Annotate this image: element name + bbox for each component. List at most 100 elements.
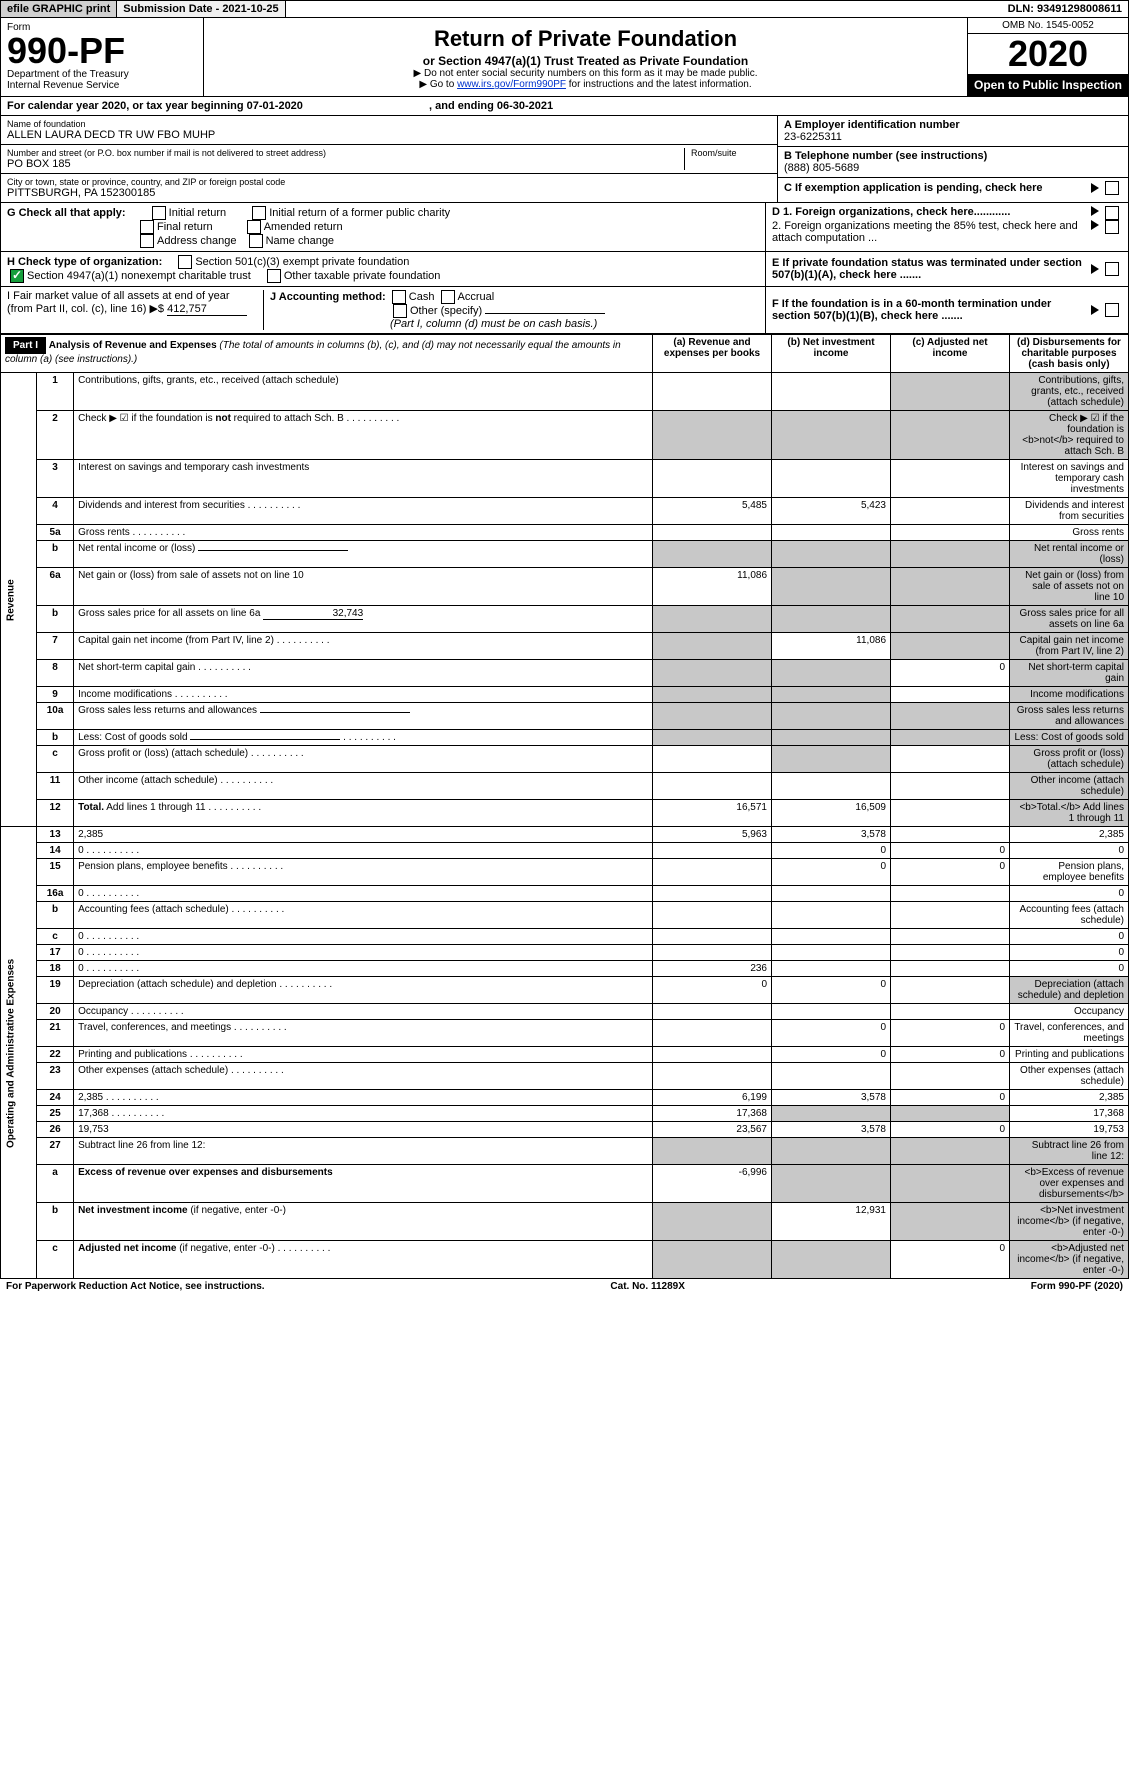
c-label: C If exemption application is pending, c… bbox=[784, 182, 1088, 194]
cell-b: 3,578 bbox=[772, 1122, 891, 1138]
table-row: 19Depreciation (attach schedule) and dep… bbox=[1, 977, 1129, 1004]
table-row: cAdjusted net income (if negative, enter… bbox=[1, 1241, 1129, 1279]
line-desc: Gross sales less returns and allowances bbox=[74, 703, 653, 730]
foundation-name: ALLEN LAURA DECD TR UW FBO MUHP bbox=[7, 129, 771, 141]
g-amended-checkbox[interactable] bbox=[247, 220, 261, 234]
j-other-checkbox[interactable] bbox=[393, 304, 407, 318]
j-accrual-checkbox[interactable] bbox=[441, 290, 455, 304]
cell-a bbox=[653, 1203, 772, 1241]
line-desc: Accounting fees (attach schedule) bbox=[74, 902, 653, 929]
g-initial-checkbox[interactable] bbox=[152, 206, 166, 220]
e-checkbox[interactable] bbox=[1105, 262, 1119, 276]
line-no: b bbox=[37, 1203, 74, 1241]
table-row: 15Pension plans, employee benefits00Pens… bbox=[1, 859, 1129, 886]
line-desc: Subtract line 26 from line 12: bbox=[74, 1138, 653, 1165]
cell-b bbox=[772, 606, 891, 633]
cell-a: 5,485 bbox=[653, 498, 772, 525]
cell-a bbox=[653, 633, 772, 660]
line-no: 20 bbox=[37, 1004, 74, 1020]
line-desc: Contributions, gifts, grants, etc., rece… bbox=[74, 373, 653, 411]
cell-b: 3,578 bbox=[772, 827, 891, 843]
cell-c bbox=[891, 1165, 1010, 1203]
cell-a bbox=[653, 773, 772, 800]
cell-d: <b>Excess of revenue over expenses and d… bbox=[1010, 1165, 1129, 1203]
g-final-checkbox[interactable] bbox=[140, 220, 154, 234]
j-cash-checkbox[interactable] bbox=[392, 290, 406, 304]
cell-c bbox=[891, 373, 1010, 411]
cell-a bbox=[653, 1020, 772, 1047]
cell-c bbox=[891, 606, 1010, 633]
table-row: bLess: Cost of goods sold Less: Cost of … bbox=[1, 730, 1129, 746]
g-address-checkbox[interactable] bbox=[140, 234, 154, 248]
cell-b bbox=[772, 746, 891, 773]
cell-d: Income modifications bbox=[1010, 687, 1129, 703]
cell-d: Other income (attach schedule) bbox=[1010, 773, 1129, 800]
col-d: (d) Disbursements for charitable purpose… bbox=[1010, 335, 1129, 373]
line-no: 21 bbox=[37, 1020, 74, 1047]
cell-c bbox=[891, 1063, 1010, 1090]
line-desc: 2,385 bbox=[74, 1090, 653, 1106]
line-no: 14 bbox=[37, 843, 74, 859]
cell-a bbox=[653, 929, 772, 945]
city-val: PITTSBURGH, PA 152300185 bbox=[7, 187, 771, 199]
line-no: c bbox=[37, 1241, 74, 1279]
line-no: 19 bbox=[37, 977, 74, 1004]
line-desc: Printing and publications bbox=[74, 1047, 653, 1063]
form-link[interactable]: www.irs.gov/Form990PF bbox=[457, 79, 566, 90]
cell-c bbox=[891, 1203, 1010, 1241]
g-initial-former-checkbox[interactable] bbox=[252, 206, 266, 220]
line-desc: Other expenses (attach schedule) bbox=[74, 1063, 653, 1090]
cell-b bbox=[772, 568, 891, 606]
cell-b: 3,578 bbox=[772, 1090, 891, 1106]
cell-a: 17,368 bbox=[653, 1106, 772, 1122]
cell-d: Less: Cost of goods sold bbox=[1010, 730, 1129, 746]
omb: OMB No. 1545-0052 bbox=[968, 18, 1128, 34]
line-no: 11 bbox=[37, 773, 74, 800]
h-other-checkbox[interactable] bbox=[267, 269, 281, 283]
line-desc: Gross sales price for all assets on line… bbox=[74, 606, 653, 633]
line-no: b bbox=[37, 730, 74, 746]
h-4947-checkbox[interactable] bbox=[10, 269, 24, 283]
cell-d: 0 bbox=[1010, 961, 1129, 977]
cell-a: 5,963 bbox=[653, 827, 772, 843]
cell-b: 12,931 bbox=[772, 1203, 891, 1241]
ein-label: A Employer identification number bbox=[784, 119, 1122, 131]
cell-d: Travel, conferences, and meetings bbox=[1010, 1020, 1129, 1047]
arrow-icon bbox=[1091, 264, 1099, 274]
h-501c3-checkbox[interactable] bbox=[178, 255, 192, 269]
line-no: 9 bbox=[37, 687, 74, 703]
cell-d: <b>Net investment income</b> (if negativ… bbox=[1010, 1203, 1129, 1241]
c-checkbox[interactable] bbox=[1105, 181, 1119, 195]
line-desc: Net investment income (if negative, ente… bbox=[74, 1203, 653, 1241]
d2-checkbox[interactable] bbox=[1105, 220, 1119, 234]
cell-b: 5,423 bbox=[772, 498, 891, 525]
table-row: cGross profit or (loss) (attach schedule… bbox=[1, 746, 1129, 773]
g-name-checkbox[interactable] bbox=[249, 234, 263, 248]
cell-c: 0 bbox=[891, 1122, 1010, 1138]
top-bar: efile GRAPHIC print Submission Date - 20… bbox=[0, 0, 1129, 18]
cell-b bbox=[772, 773, 891, 800]
table-row: aExcess of revenue over expenses and dis… bbox=[1, 1165, 1129, 1203]
f-checkbox[interactable] bbox=[1105, 303, 1119, 317]
cell-a bbox=[653, 460, 772, 498]
cell-a bbox=[653, 746, 772, 773]
form-title: Return of Private Foundation bbox=[210, 26, 961, 52]
d1-checkbox[interactable] bbox=[1105, 206, 1119, 220]
efile-label[interactable]: efile GRAPHIC print bbox=[1, 1, 117, 17]
table-row: 11Other income (attach schedule)Other in… bbox=[1, 773, 1129, 800]
table-row: bNet investment income (if negative, ent… bbox=[1, 1203, 1129, 1241]
cell-c: 0 bbox=[891, 1090, 1010, 1106]
cell-c bbox=[891, 929, 1010, 945]
line-no: b bbox=[37, 606, 74, 633]
footer: For Paperwork Reduction Act Notice, see … bbox=[0, 1279, 1129, 1294]
table-row: 23Other expenses (attach schedule)Other … bbox=[1, 1063, 1129, 1090]
line-desc: Interest on savings and temporary cash i… bbox=[74, 460, 653, 498]
cell-b bbox=[772, 1106, 891, 1122]
line-desc: Net short-term capital gain bbox=[74, 660, 653, 687]
cell-b: 0 bbox=[772, 843, 891, 859]
line-desc: Check ▶ ☑ if the foundation is not requi… bbox=[74, 411, 653, 460]
arrow-icon bbox=[1091, 220, 1099, 230]
col-b: (b) Net investment income bbox=[772, 335, 891, 373]
arrow-icon bbox=[1091, 305, 1099, 315]
cell-c bbox=[891, 703, 1010, 730]
